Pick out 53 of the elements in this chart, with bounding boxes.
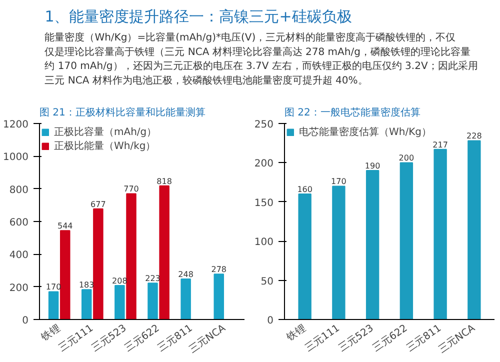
x-tick-label: 铁锂 xyxy=(38,322,62,344)
data-label: 190 xyxy=(364,162,380,171)
bar xyxy=(180,278,191,320)
data-label: 228 xyxy=(466,132,482,141)
text: 三元 NCA 材料作为电池正极，较磷酸铁锂电池能量密度可提升超 40%。 xyxy=(44,74,368,87)
y-tick-label: 150 xyxy=(254,198,274,209)
bar xyxy=(93,208,104,320)
y-tick-label: 100 xyxy=(254,237,274,248)
y-tick-label: 1200 xyxy=(3,120,29,130)
chart-title: 图 22：一般电芯能量密度估算 xyxy=(284,106,420,118)
y-tick-label: 0 xyxy=(22,316,29,326)
chart-title: 图 21：正极材料比容量和比能量测算 xyxy=(40,106,206,118)
bar xyxy=(332,186,346,320)
y-tick-label: 1000 xyxy=(3,152,29,164)
y-tick-label: 50 xyxy=(260,276,274,288)
bar xyxy=(60,230,70,320)
bar xyxy=(126,193,136,320)
bar xyxy=(400,162,414,320)
y-tick-label: 800 xyxy=(9,184,29,196)
bar xyxy=(434,148,447,320)
text: 1、能量密度提升路径一：高镍三元+硅碳负极 xyxy=(44,7,352,26)
x-tick-label: 铁锂 xyxy=(284,322,308,344)
data-label: 217 xyxy=(432,140,448,150)
bar xyxy=(366,170,380,320)
data-label: 278 xyxy=(211,265,227,274)
bar xyxy=(81,289,92,320)
bar xyxy=(159,185,170,320)
data-label: 160 xyxy=(297,185,312,194)
data-label: 770 xyxy=(124,184,139,194)
legend-label: 电芯能量密度估算（Wh/Kg） xyxy=(299,126,432,139)
data-label: 818 xyxy=(156,176,172,186)
bar xyxy=(214,274,224,320)
bar xyxy=(298,194,312,320)
data-label: 677 xyxy=(90,200,106,209)
data-label: 200 xyxy=(398,154,414,163)
data-label: 170 xyxy=(331,177,346,186)
bar xyxy=(114,285,125,320)
data-label: 248 xyxy=(178,270,194,279)
text: 仅是理论比容量高于铁锂（三元 NCA 材料理论比容量高达 278 mAh/g，磷酸铁锂的理论比容量 xyxy=(44,46,470,58)
data-label: 544 xyxy=(57,222,73,231)
y-tick-label: 200 xyxy=(9,282,29,294)
bar xyxy=(148,282,158,320)
y-tick-label: 400 xyxy=(9,250,29,262)
y-tick-label: 0 xyxy=(267,316,274,326)
y-tick-label: 250 xyxy=(254,120,274,130)
text: 约 170 mAh/g），还因为三元正极的电压在 3.7V 左右，而铁锂正极的电压仅约 3.2V；因此采用 xyxy=(44,60,478,72)
y-tick-label: 600 xyxy=(9,218,29,228)
bar xyxy=(468,140,481,320)
text: 能量密度（Wh/Kg）=比容量(mAh/g)*电压(V)，三元材料的能量密度高于磷酸铁锂的，不仅 xyxy=(44,31,456,44)
legend-label: 正极比能量（Wh/kg） xyxy=(54,140,156,153)
y-tick-label: 200 xyxy=(254,158,274,170)
legend-label: 正极比容量（mAh/g） xyxy=(54,126,157,139)
bar xyxy=(48,291,59,320)
